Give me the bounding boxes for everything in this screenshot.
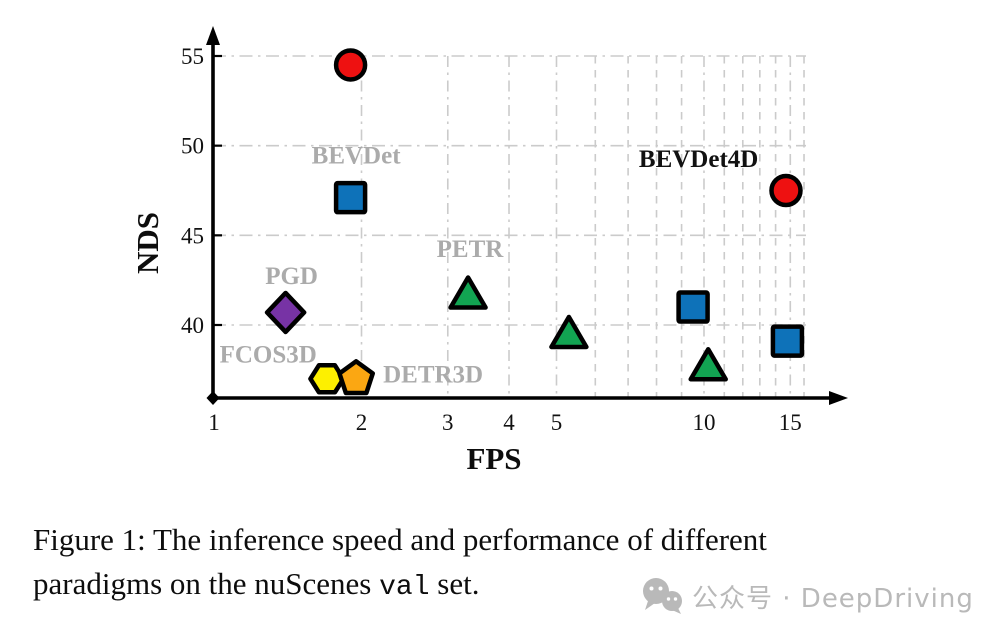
x-axis-arrow: [829, 391, 848, 405]
y-tick-label: 55: [181, 44, 204, 69]
caption-line-2-pre: paradigms on the nuScenes: [33, 566, 380, 601]
series-bevdet4d: BEVDet4D: [333, 48, 803, 208]
caption-val-mono: val: [379, 572, 430, 603]
marker-bevdet4d: [769, 173, 803, 208]
series-label-bevdet4d: BEVDet4D: [639, 146, 758, 173]
marker-fcos3d: [308, 363, 346, 395]
series-label-bevdet: BEVDet: [312, 143, 402, 170]
series-label-petr: PETR: [437, 236, 505, 263]
marker-petr: [549, 314, 589, 350]
y-tick-label: 50: [181, 134, 204, 159]
figure-caption: Figure 1: The inference speed and perfor…: [33, 518, 993, 610]
series-fcos3d: FCOS3D: [220, 342, 346, 395]
caption-line-2-post: set.: [429, 566, 480, 601]
x-tick-label: 10: [693, 410, 716, 435]
watermark: 公众号 · DeepDriving: [641, 577, 974, 615]
marker-bevdet: [770, 324, 805, 358]
x-tick-label: 15: [779, 410, 802, 435]
marker-petr: [688, 346, 728, 382]
series-label-detr3d: DETR3D: [383, 361, 483, 388]
watermark-text: 公众号 · DeepDriving: [692, 583, 974, 614]
series-petr: PETR: [437, 236, 728, 382]
marker-bevdet4d: [333, 48, 368, 82]
series-label-pgd: PGD: [265, 263, 318, 290]
axis-titles: NDS FPS: [130, 212, 522, 476]
x-tick-label: 2: [356, 410, 368, 435]
x-tick-label: 1: [208, 410, 220, 435]
series-bevdet: BEVDet: [312, 143, 805, 358]
origin-marker: [206, 391, 220, 405]
x-tick-label: 5: [551, 410, 563, 435]
series-label-fcos3d: FCOS3D: [220, 342, 317, 369]
marker-pgd: [264, 290, 307, 335]
x-axis-title: FPS: [466, 441, 521, 476]
y-axis-title: NDS: [130, 212, 165, 274]
y-tick-label: 45: [181, 223, 204, 248]
caption-line-1: Figure 1: The inference speed and perfor…: [33, 522, 767, 557]
marker-bevdet: [333, 180, 368, 215]
series-detr3d: DETR3D: [337, 359, 483, 396]
series-pgd: PGD: [264, 263, 318, 335]
marker-bevdet: [676, 290, 710, 324]
y-tick-label: 40: [181, 313, 204, 338]
x-tick-label: 4: [503, 410, 515, 435]
x-tick-label: 3: [442, 410, 454, 435]
marker-petr: [448, 275, 488, 310]
marker-detr3d: [337, 359, 376, 396]
caption-line-2: paradigms on the nuScenes val set.: [33, 562, 993, 610]
wechat-icon: [643, 578, 682, 614]
y-axis-arrow: [206, 26, 220, 45]
axes: [206, 26, 848, 405]
